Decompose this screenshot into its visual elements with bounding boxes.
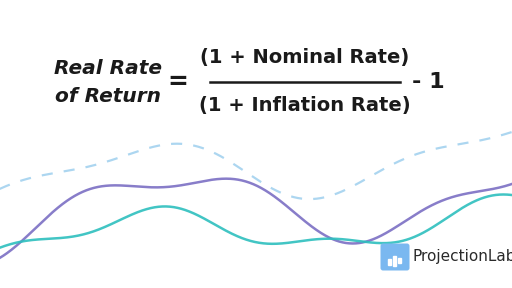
Text: (1 + Inflation Rate): (1 + Inflation Rate) (199, 96, 411, 115)
Text: (1 + Nominal Rate): (1 + Nominal Rate) (200, 48, 410, 67)
Bar (388, 259, 391, 265)
Text: - 1: - 1 (412, 72, 444, 92)
Bar (393, 256, 396, 266)
Text: =: = (167, 70, 188, 94)
FancyBboxPatch shape (380, 243, 410, 270)
Text: of Return: of Return (55, 86, 161, 105)
Bar (397, 258, 401, 263)
Text: ProjectionLab: ProjectionLab (412, 249, 512, 264)
Text: Real Rate: Real Rate (54, 58, 162, 77)
